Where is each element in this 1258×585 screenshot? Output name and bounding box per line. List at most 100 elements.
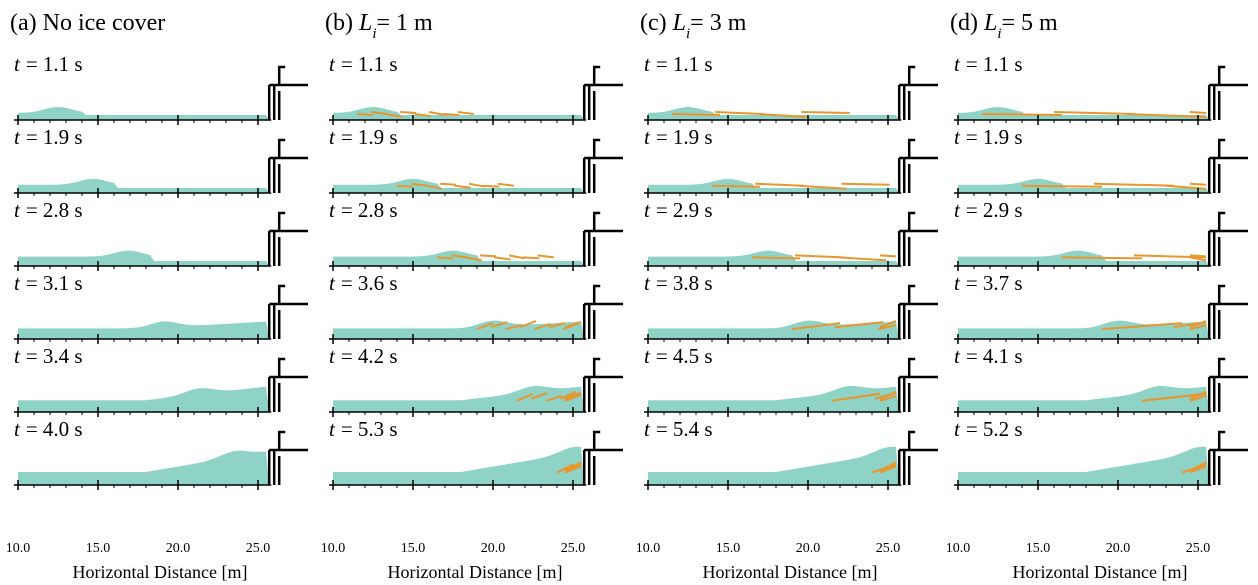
time-label: t = 3.1 s: [14, 271, 83, 295]
ice-floe: [564, 321, 582, 329]
water: [648, 178, 900, 193]
seawall: [267, 138, 308, 193]
time-var: t: [14, 271, 21, 295]
column-title: (d) Li= 5 m: [950, 10, 1058, 42]
ice-floe: [480, 254, 497, 258]
time-text: = 1.9 s: [966, 125, 1023, 149]
x-tick-label: 15.0: [716, 541, 741, 556]
ice-floe: [1189, 461, 1207, 472]
column-title: (b) Li= 1 m: [325, 10, 433, 42]
ice-floe: [428, 111, 446, 116]
x-tick-label: 15.0: [1026, 541, 1051, 556]
x-tick-label: 15.0: [86, 541, 111, 556]
time-text: = 1.9 s: [656, 125, 713, 149]
ice-floe: [791, 322, 841, 331]
time-label: t = 1.1 s: [14, 52, 83, 76]
ice-floe: [508, 254, 526, 260]
seawall: [897, 430, 938, 485]
x-tick-label: 20.0: [166, 541, 191, 556]
ice-floe: [483, 184, 500, 188]
ice-floe: [715, 111, 764, 115]
title-part: = 5 m: [1002, 10, 1059, 36]
time-text: = 1.1 s: [26, 52, 83, 76]
title-part: i: [372, 26, 376, 42]
water: [648, 385, 900, 412]
time-label: t = 3.6 s: [329, 271, 398, 295]
ice-floe: [795, 254, 844, 259]
time-label: t = 3.4 s: [14, 344, 83, 368]
seawall: [267, 284, 308, 339]
ice-floe: [497, 182, 514, 187]
title-part: L: [358, 10, 372, 36]
ice-floe: [1189, 390, 1207, 400]
ice-floe: [798, 184, 847, 190]
time-label: t = 1.9 s: [954, 125, 1023, 149]
ice-floe: [564, 391, 582, 400]
time-var: t: [954, 52, 961, 76]
water: [648, 446, 900, 485]
ice-floe: [414, 113, 431, 117]
time-text: = 2.8 s: [341, 198, 398, 222]
seawall: [582, 430, 623, 485]
time-text: = 2.9 s: [966, 198, 1023, 222]
time-var: t: [14, 52, 21, 76]
time-var: t: [954, 417, 961, 441]
seawall: [1207, 211, 1248, 266]
time-text: = 1.1 s: [341, 52, 398, 76]
ice-floe: [981, 113, 1063, 116]
seawall: [1207, 138, 1248, 193]
water: [958, 446, 1210, 485]
seawall: [1207, 284, 1248, 339]
ice-floe: [396, 184, 414, 188]
ice-floe: [1189, 394, 1207, 402]
water: [18, 321, 270, 339]
seawall: [267, 65, 308, 120]
time-label: t = 1.9 s: [644, 125, 713, 149]
ice-floe: [545, 394, 563, 402]
ice-floe: [440, 182, 457, 186]
water: [958, 385, 1210, 412]
ice-floe: [1053, 111, 1135, 115]
x-tick-label: 10.0: [6, 541, 31, 556]
seawall: [1207, 65, 1248, 120]
seawall: [582, 211, 623, 266]
title-part: = 3 m: [690, 10, 747, 36]
ice-floe: [831, 392, 881, 402]
x-tick-label: 10.0: [636, 541, 661, 556]
ice-floe: [411, 182, 428, 187]
ice-floe: [1133, 254, 1207, 259]
column-title: (c) Li= 3 m: [640, 10, 747, 42]
time-label: t = 2.8 s: [329, 198, 398, 222]
ice-floe: [534, 323, 551, 331]
x-tick-label: 25.0: [1186, 541, 1211, 556]
time-text: = 1.9 s: [341, 125, 398, 149]
ice-floe: [516, 392, 534, 402]
time-label: t = 4.0 s: [14, 417, 83, 441]
seawall: [582, 357, 623, 412]
time-text: = 3.4 s: [26, 344, 83, 368]
ice-floe: [548, 322, 566, 329]
seawall: [267, 211, 308, 266]
ice-floe: [531, 391, 548, 400]
ice-floe: [838, 256, 887, 262]
title-part: (c): [640, 10, 673, 36]
time-text: = 1.1 s: [966, 52, 1023, 76]
ice-floe: [758, 113, 807, 118]
title-part: (d): [950, 10, 984, 36]
ice-floe: [451, 254, 468, 259]
time-label: t = 1.1 s: [329, 52, 398, 76]
water: [18, 386, 270, 412]
time-label: t = 4.5 s: [644, 344, 713, 368]
ice-floe: [841, 182, 890, 186]
time-text: = 3.1 s: [26, 271, 83, 295]
ice-floe: [1141, 392, 1207, 402]
time-text: = 2.9 s: [656, 198, 713, 222]
water: [333, 107, 585, 120]
time-label: t = 2.8 s: [14, 198, 83, 222]
ice-floe: [564, 392, 582, 402]
time-label: t = 3.8 s: [644, 271, 713, 295]
title-part: i: [686, 26, 690, 42]
time-var: t: [329, 271, 336, 295]
x-tick-label: 10.0: [946, 541, 971, 556]
time-text: = 1.9 s: [26, 125, 83, 149]
